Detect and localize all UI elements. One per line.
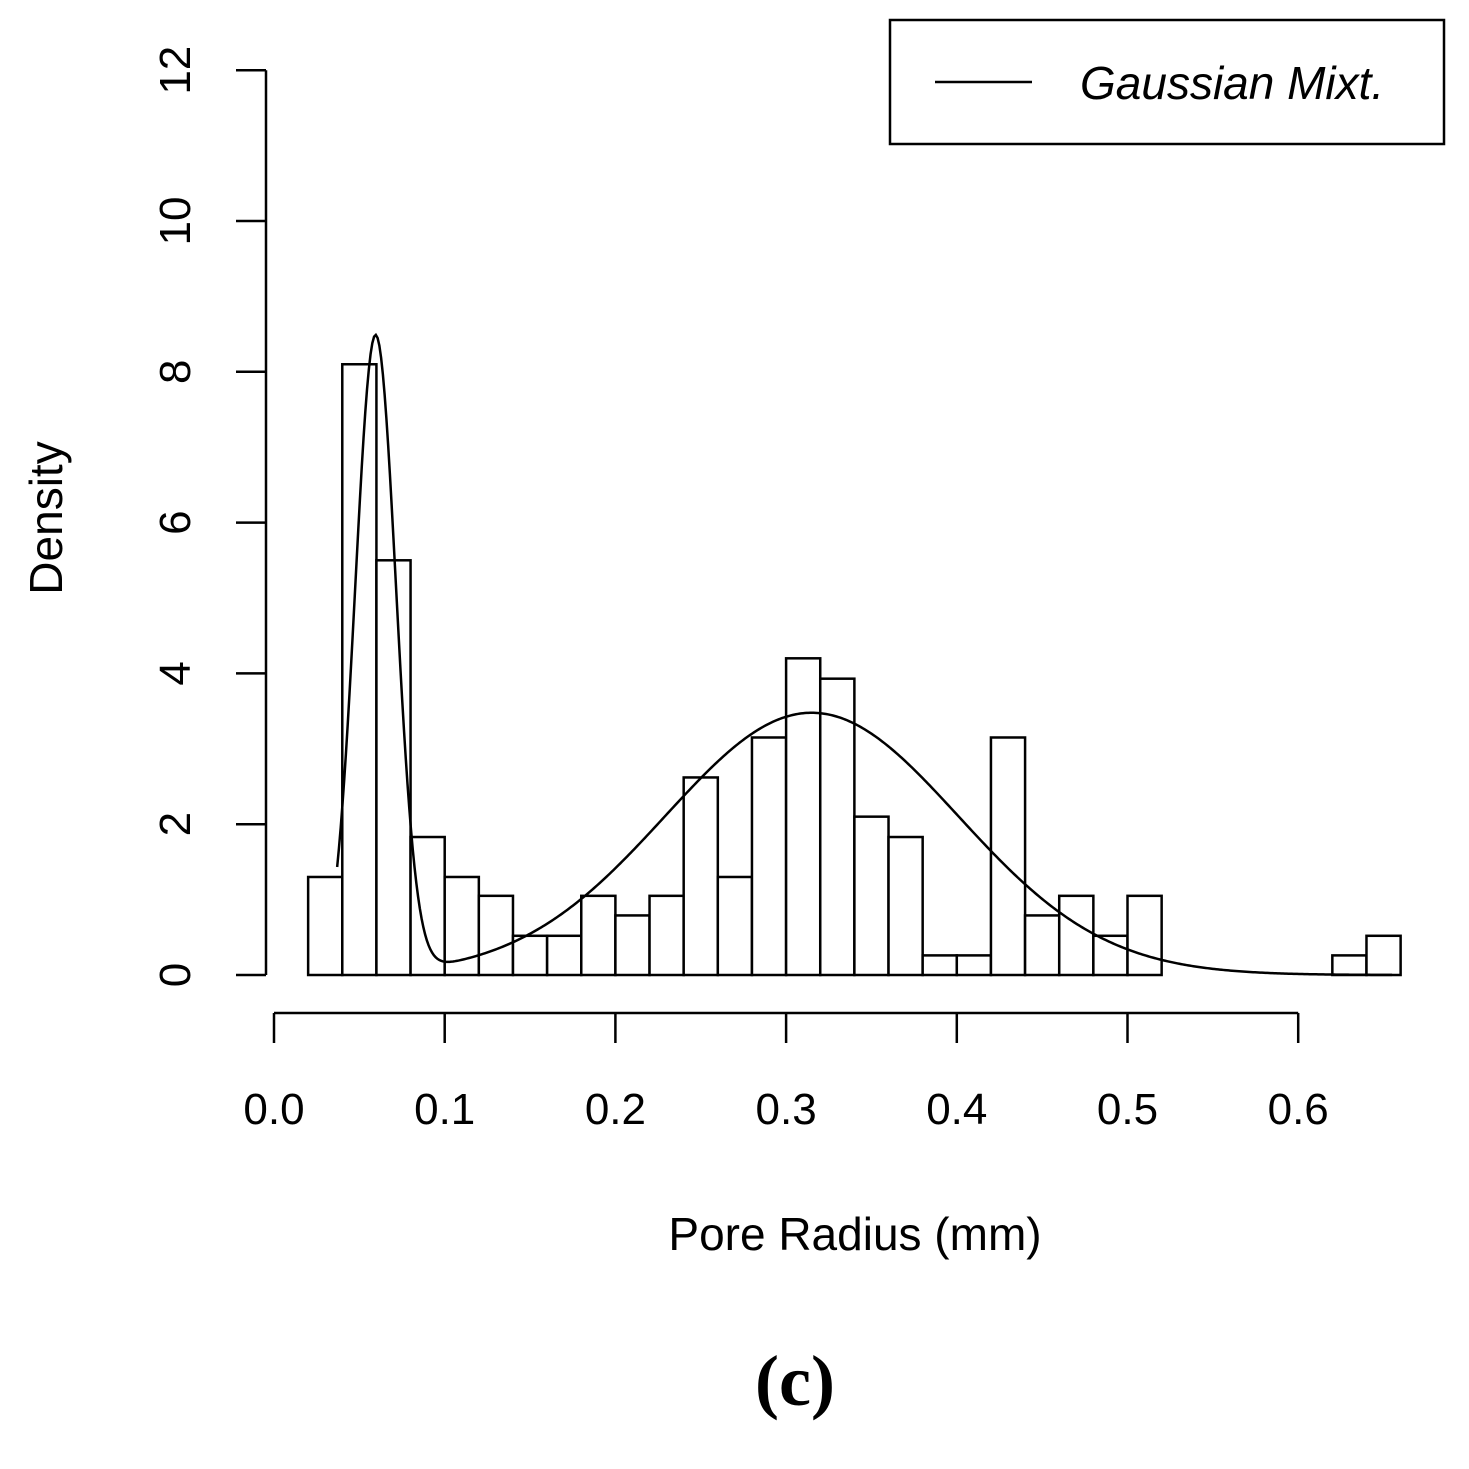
x-tick-label: 0.6 <box>1268 1085 1329 1134</box>
gaussian-mixture-curve <box>335 332 1393 977</box>
histogram-bar <box>887 835 924 977</box>
x-tick-label: 0.5 <box>1097 1085 1158 1134</box>
y-tick-label: 10 <box>151 197 200 246</box>
panel-label: (c) <box>755 1341 835 1421</box>
y-axis: 0 2 4 6 8 10 12 <box>151 46 268 987</box>
histogram-bar <box>1057 894 1095 977</box>
histogram-bar <box>648 894 685 977</box>
histogram-bar <box>1023 914 1061 977</box>
histogram-bar <box>784 657 822 977</box>
histogram-bar <box>580 894 617 977</box>
histogram-bar <box>375 559 412 977</box>
x-tick-label: 0.2 <box>585 1085 646 1134</box>
legend: Gaussian Mixt. <box>888 18 1446 146</box>
x-axis: 0.0 0.1 0.2 0.3 0.4 0.5 0.6 <box>243 1011 1329 1134</box>
histogram-bar <box>477 894 515 977</box>
x-axis-title: Pore Radius (mm) <box>668 1208 1041 1260</box>
y-tick-label: 4 <box>151 661 200 685</box>
x-tick-label: 0.0 <box>243 1085 304 1134</box>
histogram-bars <box>306 363 1402 977</box>
histogram-bar <box>921 954 959 977</box>
y-tick-label: 0 <box>151 963 200 987</box>
y-tick-label: 8 <box>151 360 200 384</box>
histogram-bar <box>409 835 446 977</box>
histogram-bar <box>750 736 788 977</box>
y-tick-label: 6 <box>151 510 200 534</box>
histogram-bar <box>1126 894 1163 977</box>
y-tick-label: 12 <box>151 46 200 95</box>
x-tick-label: 0.1 <box>414 1085 475 1134</box>
histogram-bar <box>682 776 720 977</box>
histogram-bar <box>853 815 890 977</box>
histogram-bar <box>306 875 344 977</box>
y-tick-label: 2 <box>151 812 200 836</box>
legend-label: Gaussian Mixt. <box>1080 57 1384 109</box>
histogram-bar <box>955 954 993 977</box>
x-tick-label: 0.3 <box>756 1085 817 1134</box>
y-axis-title: Density <box>20 441 72 594</box>
histogram-bar <box>818 677 856 977</box>
histogram-bar <box>1365 934 1402 977</box>
histogram-bar <box>341 363 378 977</box>
histogram-bar <box>716 875 754 977</box>
histogram-bar <box>614 914 651 977</box>
histogram-bar <box>545 934 583 977</box>
x-tick-label: 0.4 <box>926 1085 987 1134</box>
histogram-bar <box>1331 954 1368 977</box>
histogram-bar <box>511 934 549 977</box>
